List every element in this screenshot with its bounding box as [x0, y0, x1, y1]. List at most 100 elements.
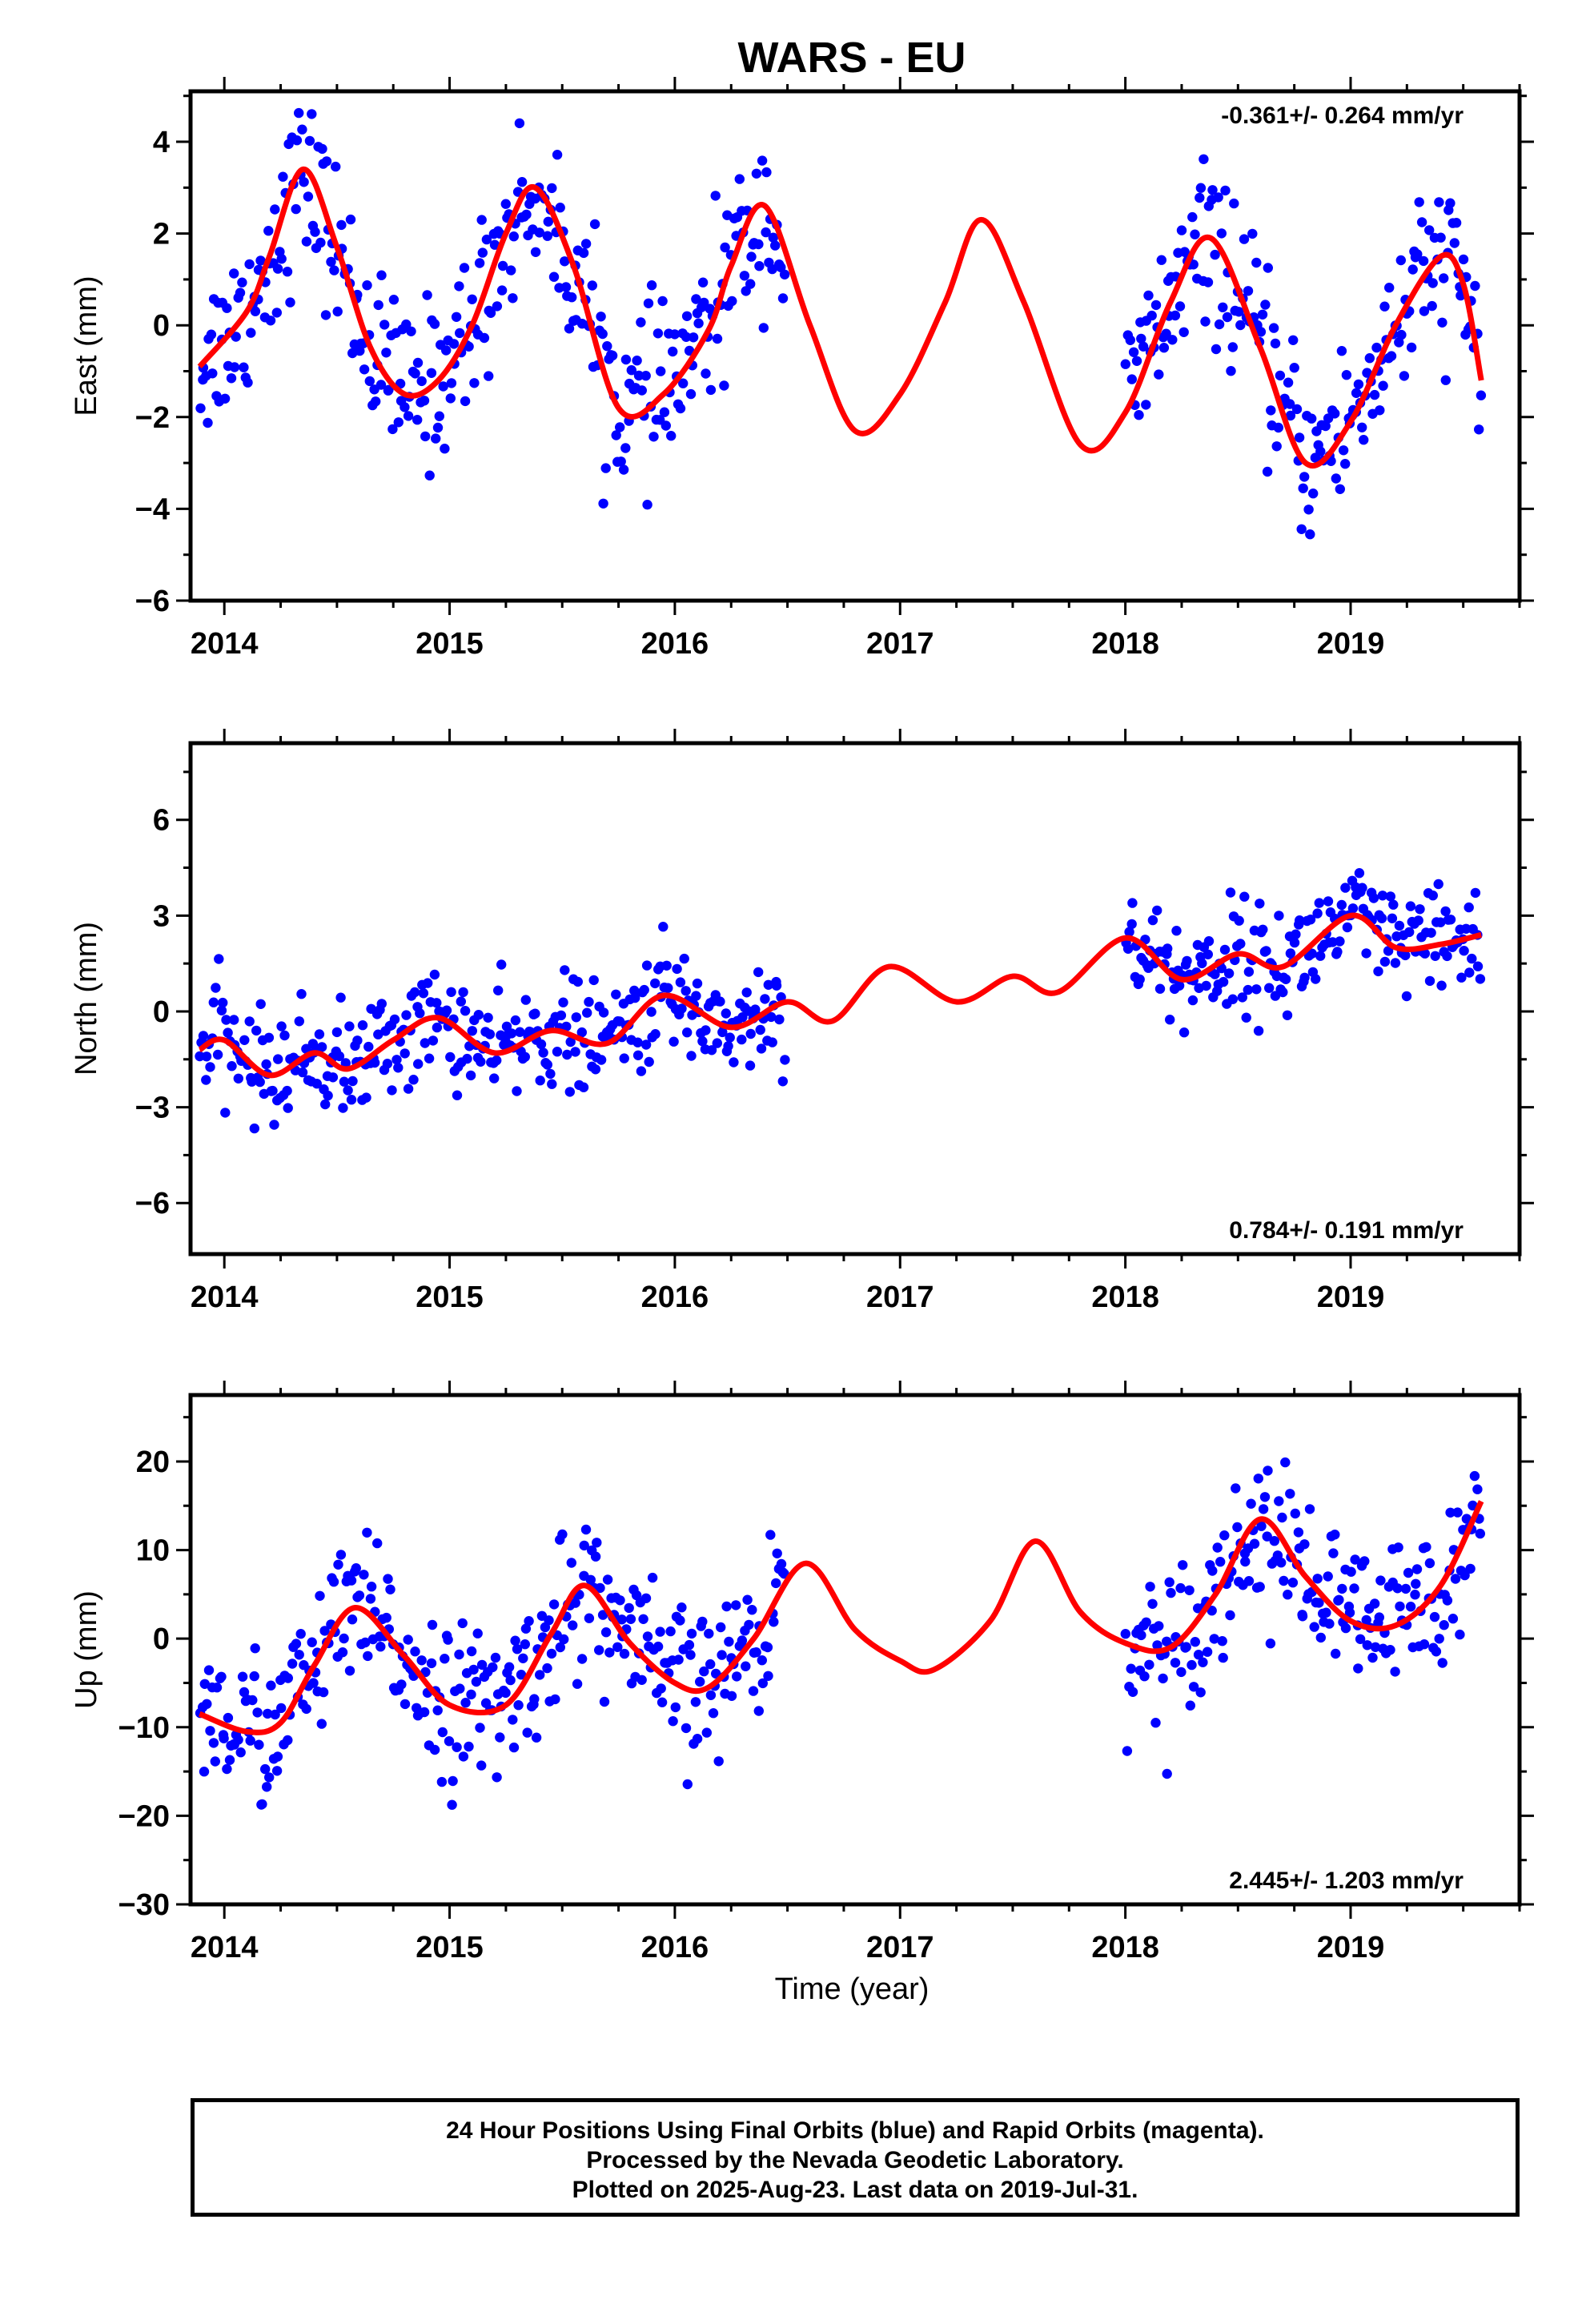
data-point: [1399, 371, 1410, 381]
data-point: [1218, 1652, 1228, 1663]
data-point: [363, 1651, 373, 1662]
data-point: [1127, 1687, 1138, 1697]
data-point: [1263, 263, 1274, 273]
data-point: [229, 1015, 239, 1025]
data-point: [1341, 370, 1352, 380]
data-point: [420, 1038, 430, 1048]
data-point: [315, 237, 326, 248]
data-point: [513, 1700, 524, 1711]
data-point: [420, 431, 431, 442]
data-point: [282, 1085, 292, 1096]
data-point: [699, 297, 709, 308]
data-point: [632, 356, 642, 366]
data-point: [1251, 984, 1262, 995]
data-point: [1223, 968, 1235, 979]
data-point: [596, 312, 606, 322]
data-point: [1181, 1642, 1191, 1652]
data-point: [413, 1059, 424, 1069]
data-point: [720, 242, 730, 253]
data-point: [410, 368, 420, 379]
data-point: [321, 156, 332, 167]
data-point: [201, 1075, 211, 1085]
data-point: [673, 1655, 684, 1665]
data-point: [1299, 972, 1310, 983]
data-point: [226, 373, 237, 384]
data-point: [489, 239, 500, 250]
data-point: [550, 1694, 560, 1705]
data-point: [1222, 312, 1233, 323]
y-axis-label: North (mm): [70, 922, 103, 1076]
data-point: [1447, 1614, 1459, 1624]
data-point: [1308, 489, 1319, 499]
data-point: [1284, 399, 1295, 409]
data-point: [607, 350, 618, 361]
data-point: [1340, 883, 1351, 893]
data-point: [755, 1024, 765, 1035]
data-point: [490, 1652, 501, 1663]
x-tick-label: 2017: [866, 627, 934, 661]
data-point: [1416, 217, 1427, 227]
data-point: [624, 1602, 634, 1614]
data-point: [1385, 1645, 1395, 1655]
data-point: [1213, 192, 1223, 203]
data-point: [1440, 375, 1452, 385]
data-point: [201, 1051, 212, 1062]
data-point: [564, 1087, 575, 1097]
data-point: [456, 996, 466, 1007]
data-point: [301, 1043, 311, 1054]
data-point: [1312, 1574, 1323, 1584]
data-point: [641, 960, 652, 971]
data-point: [1421, 1542, 1431, 1553]
model-curve: [198, 1500, 1484, 1735]
panel-frame: [188, 741, 1522, 1256]
data-point: [1309, 1622, 1319, 1632]
data-point: [466, 1689, 476, 1700]
data-point: [1146, 310, 1157, 321]
data-point: [510, 1635, 520, 1646]
data-point: [644, 1056, 654, 1068]
data-point: [1256, 1521, 1267, 1531]
data-point: [729, 1057, 739, 1068]
data-point: [206, 329, 217, 340]
data-point: [595, 1582, 605, 1594]
data-point: [1165, 1015, 1175, 1025]
data-point: [1128, 347, 1139, 357]
data-point: [424, 470, 435, 480]
data-point: [331, 161, 341, 172]
data-point: [220, 1108, 231, 1118]
data-point: [1450, 1574, 1461, 1584]
data-point: [1253, 1474, 1264, 1484]
data-point: [560, 256, 570, 267]
data-point: [1143, 290, 1154, 301]
data-point: [547, 1079, 557, 1089]
data-point: [1237, 992, 1248, 1003]
data-point: [636, 317, 646, 328]
data-point: [1335, 936, 1345, 947]
data-point: [536, 1039, 547, 1050]
data-point: [455, 1683, 465, 1694]
data-point: [1320, 420, 1331, 432]
data-point: [352, 1035, 363, 1046]
x-tick-label: 2014: [191, 627, 259, 661]
data-point: [1266, 405, 1276, 416]
data-point: [576, 1654, 588, 1664]
x-tick-label: 2016: [641, 1931, 709, 1964]
data-point: [1167, 335, 1178, 345]
data-point: [454, 1649, 464, 1660]
x-tick-label: 2018: [1091, 627, 1159, 661]
data-point: [492, 301, 503, 312]
data-point: [235, 1747, 246, 1758]
data-point: [1412, 249, 1423, 259]
data-point: [1388, 899, 1399, 910]
data-point: [642, 1631, 653, 1642]
data-point: [559, 1634, 569, 1645]
velocity-label: -0.361+/- 0.264 mm/yr: [1221, 103, 1464, 129]
data-point: [484, 371, 494, 381]
data-point: [328, 1577, 339, 1587]
data-point: [428, 1035, 439, 1046]
data-point: [721, 1601, 732, 1612]
data-point: [205, 1062, 215, 1072]
data-point: [1354, 868, 1365, 879]
data-point: [451, 312, 462, 322]
data-point: [1298, 483, 1308, 493]
